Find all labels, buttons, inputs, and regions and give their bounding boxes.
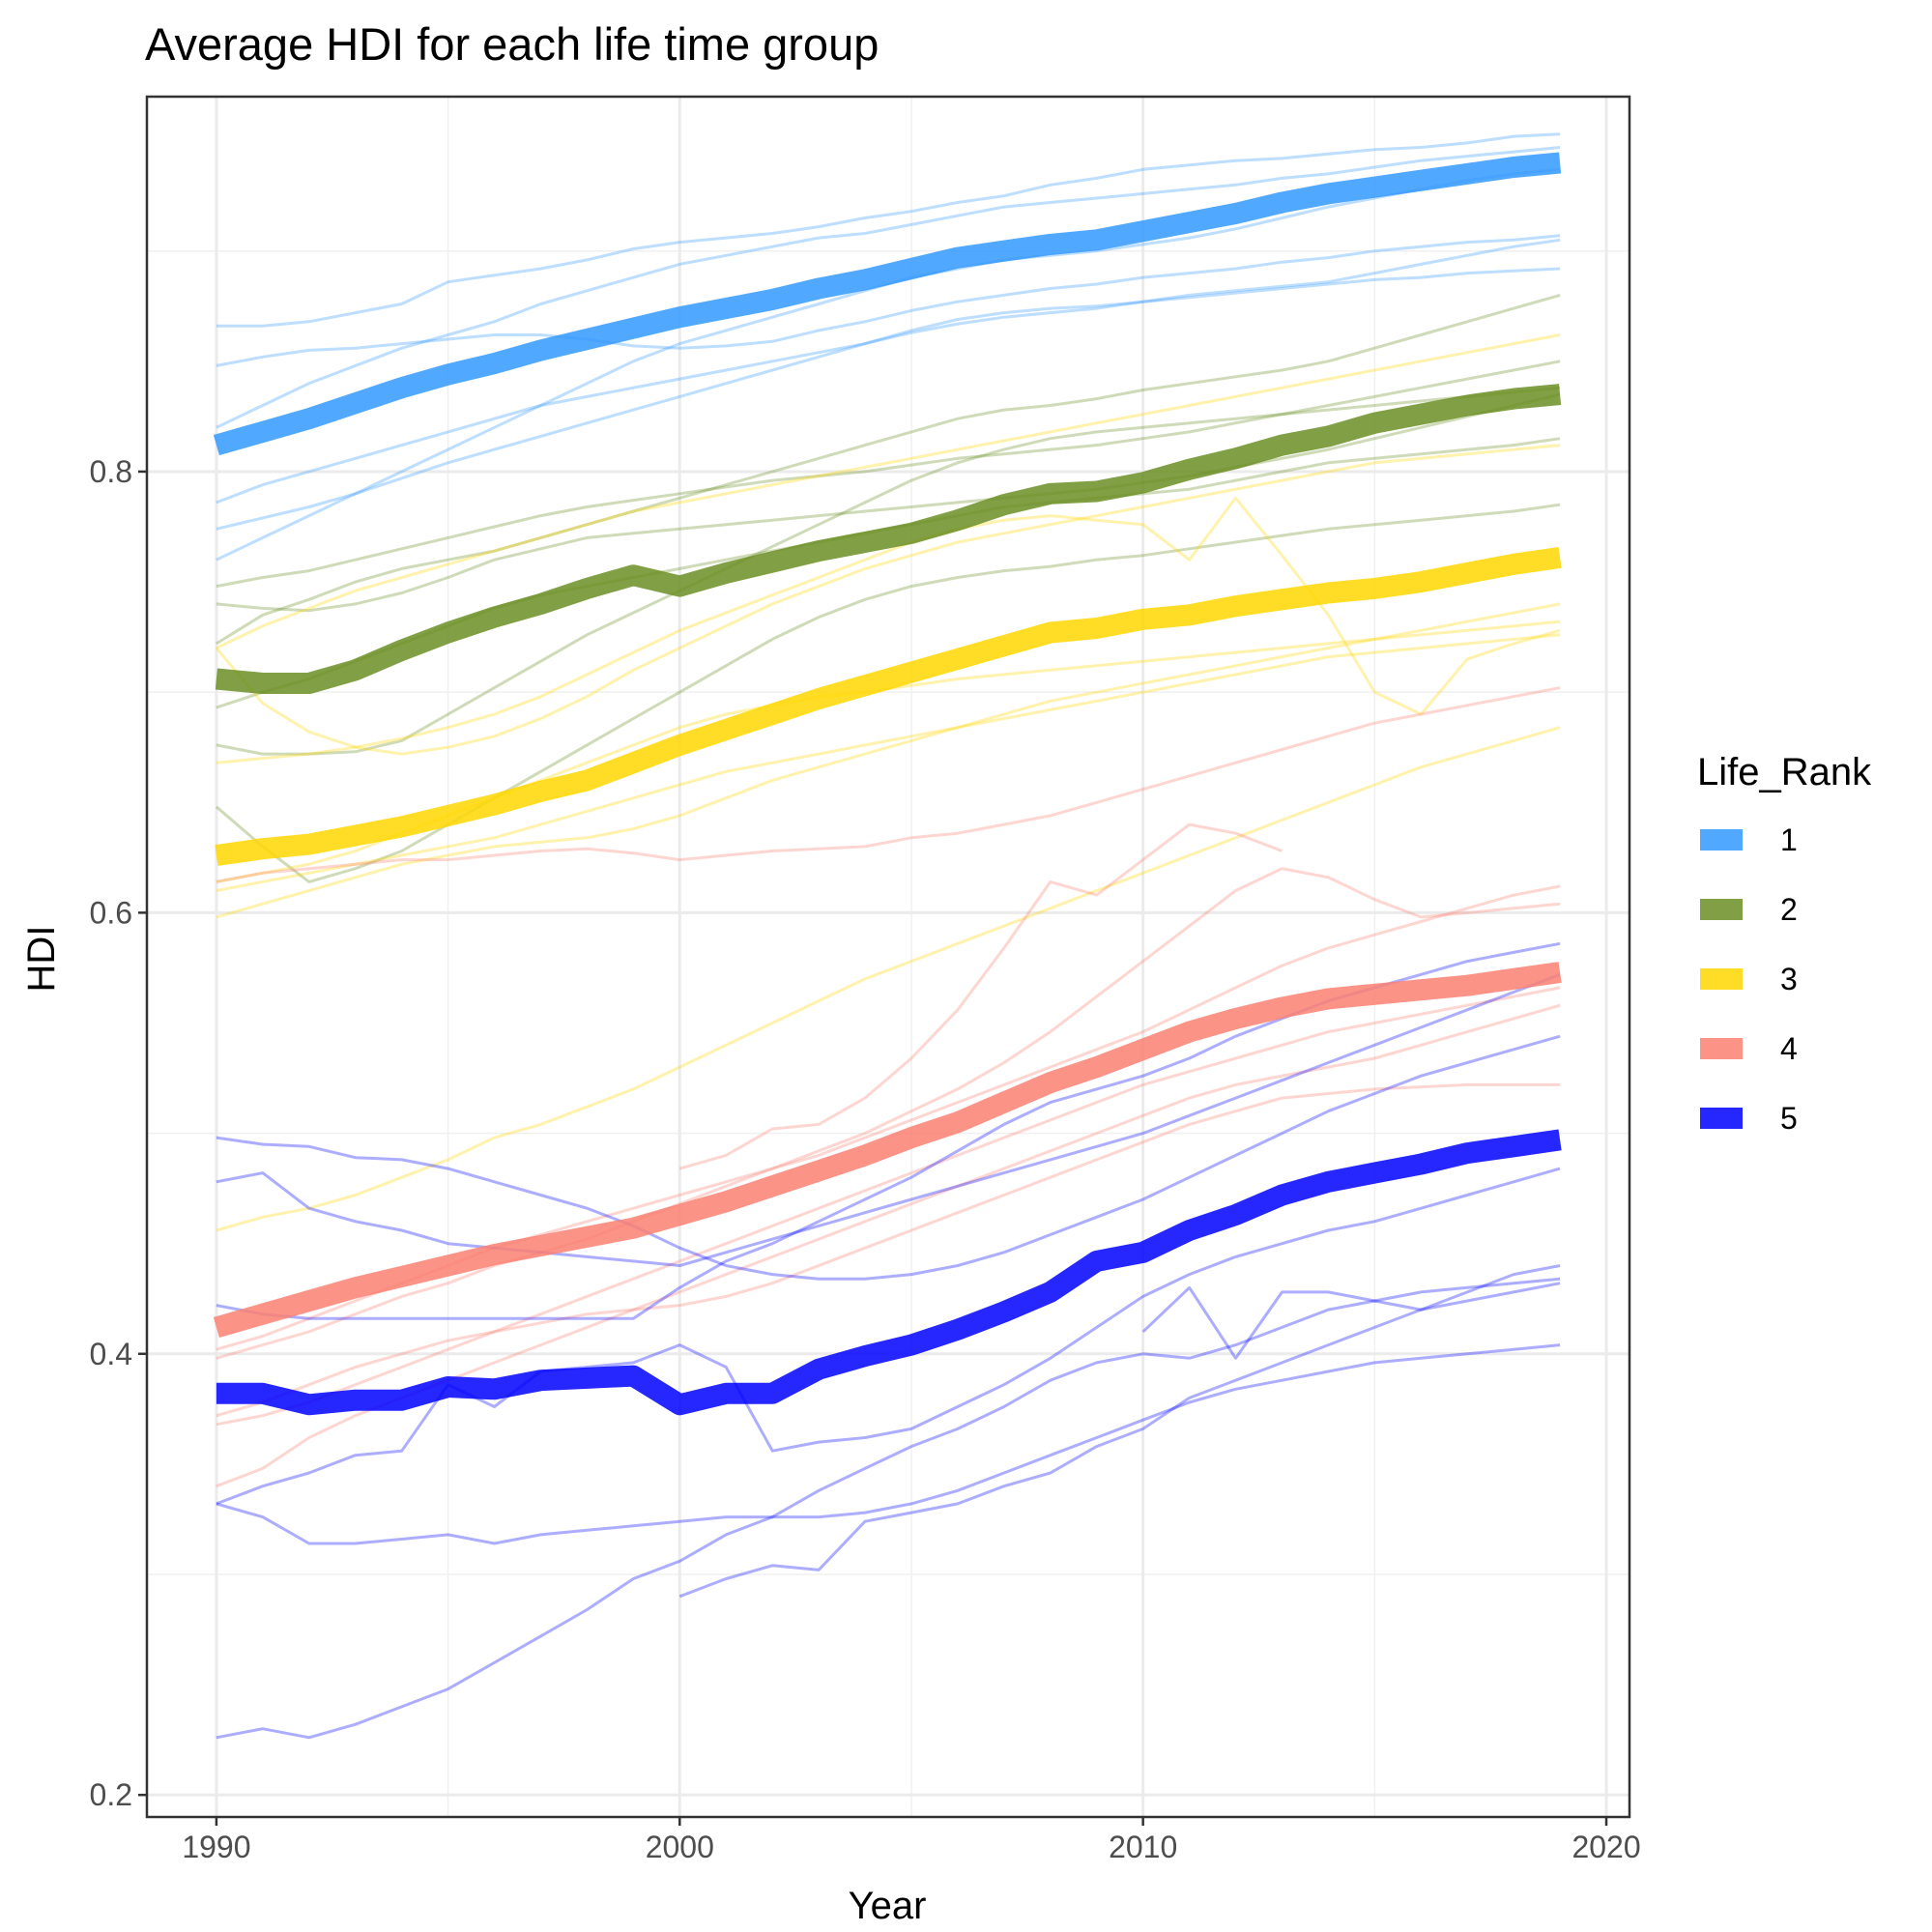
series-line-4 [213,962,1562,1338]
x-tick-label: 2000 [646,1830,714,1864]
x-axis-title: Year [849,1885,927,1927]
background-line-group-2 [216,392,1561,613]
series-line-1 [213,152,1562,456]
background-line-group-5 [216,1343,1561,1545]
background-line-group-1 [216,267,1561,505]
legend-label-4: 4 [1780,1031,1798,1066]
background-line-group-4 [216,986,1561,1427]
x-tick-label: 2020 [1572,1830,1640,1864]
background-line-group-5 [216,1034,1561,1281]
background-line-group-1 [216,238,1561,531]
background-line-group-2 [216,360,1561,589]
background-line-group-4 [216,1082,1561,1418]
background-line-group-4 [216,686,1561,883]
plot-panel [147,97,1629,1817]
legend-label-1: 1 [1780,822,1798,857]
y-axis-title: HDI [20,926,63,993]
background-line-group-1 [216,234,1561,367]
background-line-group-2 [216,293,1561,646]
background-line-group-5 [678,1264,1561,1599]
background-line-group-3 [216,602,1561,919]
background-line-group-1 [216,146,1561,429]
panel-border [145,95,1631,1819]
background-line-group-3 [216,496,1561,764]
legend: Life_Rank 1 2 3 4 5 [1697,751,1872,1142]
panel-frame [145,95,1631,1819]
panel-background [147,97,1629,1817]
background-line-group-2 [216,386,1561,756]
background-line-group-3 [215,444,1561,756]
background-line-group-5 [1141,1282,1561,1360]
series-line-3 [215,547,1562,866]
y-tick-label: 0.8 [90,454,132,489]
background-line-group-5 [216,1277,1561,1740]
x-tick-label: 1990 [182,1830,250,1864]
legend-title: Life_Rank [1697,751,1872,793]
legend-label-5: 5 [1780,1101,1798,1136]
series-line-2 [215,384,1562,694]
background-line-group-3 [216,726,1561,1232]
grid-lines [147,97,1629,1817]
legend-label-3: 3 [1780,962,1798,996]
y-tick-label: 0.4 [90,1337,132,1371]
background-line-group-3 [216,333,1561,649]
background-line-group-4 [678,822,1283,1170]
series-line-5 [216,1129,1562,1416]
background-line-group-2 [215,503,1561,883]
average-series-lines [213,152,1562,1416]
background-line-group-4 [216,867,1561,1360]
background-line-group-1 [216,132,1561,328]
x-tick-label: 2010 [1109,1830,1177,1864]
y-tick-label: 0.2 [90,1777,132,1812]
legend-label-2: 2 [1780,892,1798,927]
background-line-group-3 [216,633,1561,892]
axes: 0.2 0.4 0.6 0.8 1990 2000 2010 2020 [90,454,1641,1864]
background-line-group-5 [216,972,1561,1267]
chart-title: Average HDI for each life time group [145,18,879,70]
y-tick-label: 0.6 [90,895,132,930]
